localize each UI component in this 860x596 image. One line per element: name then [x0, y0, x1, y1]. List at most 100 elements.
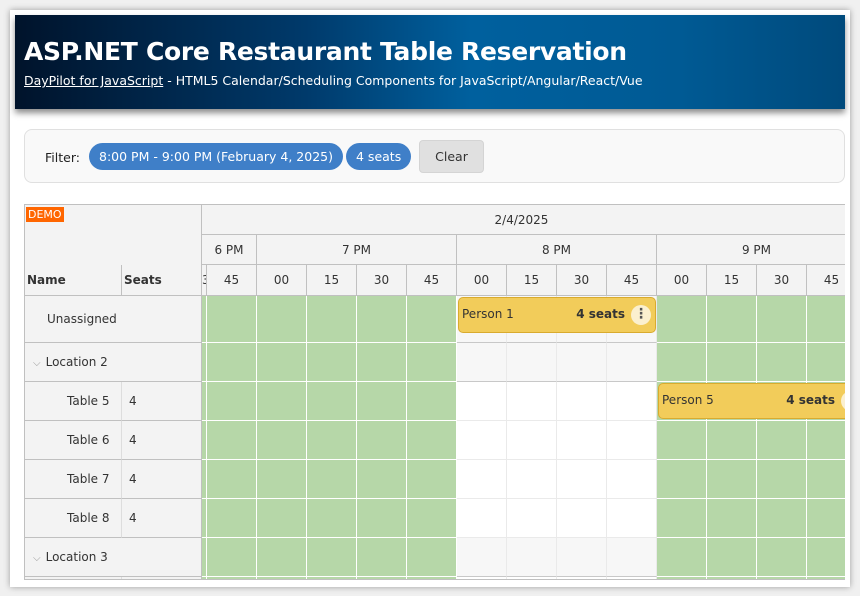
- row-header[interactable]: ⌵ Location 3: [25, 538, 202, 577]
- unavailable-cell[interactable]: [457, 382, 507, 421]
- available-cell[interactable]: [657, 577, 707, 579]
- seats-column-header[interactable]: Seats: [122, 265, 202, 296]
- unavailable-cell[interactable]: [507, 577, 557, 579]
- unavailable-cell[interactable]: [607, 577, 657, 579]
- available-cell[interactable]: [807, 499, 845, 538]
- available-cell[interactable]: [407, 343, 457, 382]
- unavailable-cell[interactable]: [557, 421, 607, 460]
- unavailable-cell[interactable]: [457, 499, 507, 538]
- available-cell[interactable]: [307, 421, 357, 460]
- unavailable-cell[interactable]: [507, 538, 557, 577]
- row-name[interactable]: Table 8: [25, 499, 122, 538]
- unavailable-cell[interactable]: [507, 460, 557, 499]
- available-cell[interactable]: [407, 499, 457, 538]
- available-cell[interactable]: [257, 577, 307, 579]
- available-cell[interactable]: [207, 296, 257, 343]
- available-cell[interactable]: [357, 460, 407, 499]
- available-cell[interactable]: [357, 577, 407, 579]
- available-cell[interactable]: [257, 499, 307, 538]
- available-cell[interactable]: [202, 421, 207, 460]
- available-cell[interactable]: [807, 577, 845, 579]
- unavailable-cell[interactable]: [457, 460, 507, 499]
- available-cell[interactable]: [407, 538, 457, 577]
- available-cell[interactable]: [807, 421, 845, 460]
- available-cell[interactable]: [407, 382, 457, 421]
- more-vertical-icon[interactable]: ⋮: [841, 391, 845, 411]
- available-cell[interactable]: [707, 577, 757, 579]
- available-cell[interactable]: [307, 538, 357, 577]
- available-cell[interactable]: [202, 460, 207, 499]
- unavailable-cell[interactable]: [457, 577, 507, 579]
- available-cell[interactable]: [757, 296, 807, 343]
- available-cell[interactable]: [257, 460, 307, 499]
- available-cell[interactable]: [357, 499, 407, 538]
- unavailable-cell[interactable]: [607, 499, 657, 538]
- available-cell[interactable]: [207, 460, 257, 499]
- available-cell[interactable]: [807, 343, 845, 382]
- unavailable-cell[interactable]: [557, 538, 607, 577]
- row-name[interactable]: [25, 577, 122, 579]
- available-cell[interactable]: [757, 538, 807, 577]
- available-cell[interactable]: [202, 499, 207, 538]
- clear-button[interactable]: Clear: [419, 140, 484, 173]
- available-cell[interactable]: [307, 343, 357, 382]
- available-cell[interactable]: [357, 421, 407, 460]
- available-cell[interactable]: [307, 499, 357, 538]
- unavailable-cell[interactable]: [557, 460, 607, 499]
- available-cell[interactable]: [202, 382, 207, 421]
- reservation-event[interactable]: Person 1 4 seats ⋮: [458, 297, 656, 333]
- available-cell[interactable]: [757, 499, 807, 538]
- available-cell[interactable]: [657, 460, 707, 499]
- available-cell[interactable]: [202, 538, 207, 577]
- available-cell[interactable]: [407, 421, 457, 460]
- row-name[interactable]: Table 6: [25, 421, 122, 460]
- available-cell[interactable]: [757, 460, 807, 499]
- available-cell[interactable]: [257, 538, 307, 577]
- unavailable-cell[interactable]: [607, 343, 657, 382]
- available-cell[interactable]: [757, 343, 807, 382]
- row-name[interactable]: Table 5: [25, 382, 122, 421]
- available-cell[interactable]: [757, 577, 807, 579]
- chevron-down-icon[interactable]: ⌵: [33, 358, 41, 369]
- chevron-down-icon[interactable]: ⌵: [33, 553, 41, 564]
- reservation-event[interactable]: Person 5 4 seats ⋮: [658, 383, 845, 419]
- available-cell[interactable]: [707, 499, 757, 538]
- available-cell[interactable]: [307, 577, 357, 579]
- available-cell[interactable]: [357, 296, 407, 343]
- available-cell[interactable]: [257, 343, 307, 382]
- unavailable-cell[interactable]: [607, 538, 657, 577]
- unavailable-cell[interactable]: [457, 538, 507, 577]
- unavailable-cell[interactable]: [607, 421, 657, 460]
- time-filter-chip[interactable]: 8:00 PM - 9:00 PM (February 4, 2025): [89, 143, 343, 170]
- available-cell[interactable]: [407, 296, 457, 343]
- more-vertical-icon[interactable]: ⋮: [631, 305, 651, 325]
- unavailable-cell[interactable]: [507, 343, 557, 382]
- available-cell[interactable]: [407, 577, 457, 579]
- available-cell[interactable]: [807, 538, 845, 577]
- available-cell[interactable]: [207, 343, 257, 382]
- available-cell[interactable]: [207, 421, 257, 460]
- available-cell[interactable]: [707, 343, 757, 382]
- available-cell[interactable]: [257, 421, 307, 460]
- available-cell[interactable]: [357, 382, 407, 421]
- available-cell[interactable]: [807, 460, 845, 499]
- available-cell[interactable]: [757, 421, 807, 460]
- unavailable-cell[interactable]: [457, 421, 507, 460]
- daypilot-link[interactable]: DayPilot for JavaScript: [24, 73, 164, 88]
- available-cell[interactable]: [357, 538, 407, 577]
- unavailable-cell[interactable]: [557, 499, 607, 538]
- available-cell[interactable]: [357, 343, 407, 382]
- available-cell[interactable]: [307, 382, 357, 421]
- unavailable-cell[interactable]: [607, 382, 657, 421]
- available-cell[interactable]: [307, 460, 357, 499]
- available-cell[interactable]: [207, 382, 257, 421]
- available-cell[interactable]: [257, 382, 307, 421]
- available-cell[interactable]: [207, 577, 257, 579]
- row-name[interactable]: Table 7: [25, 460, 122, 499]
- seats-filter-chip[interactable]: 4 seats: [346, 143, 412, 170]
- unavailable-cell[interactable]: [507, 382, 557, 421]
- unavailable-cell[interactable]: [557, 382, 607, 421]
- available-cell[interactable]: [707, 460, 757, 499]
- available-cell[interactable]: [707, 538, 757, 577]
- unavailable-cell[interactable]: [507, 499, 557, 538]
